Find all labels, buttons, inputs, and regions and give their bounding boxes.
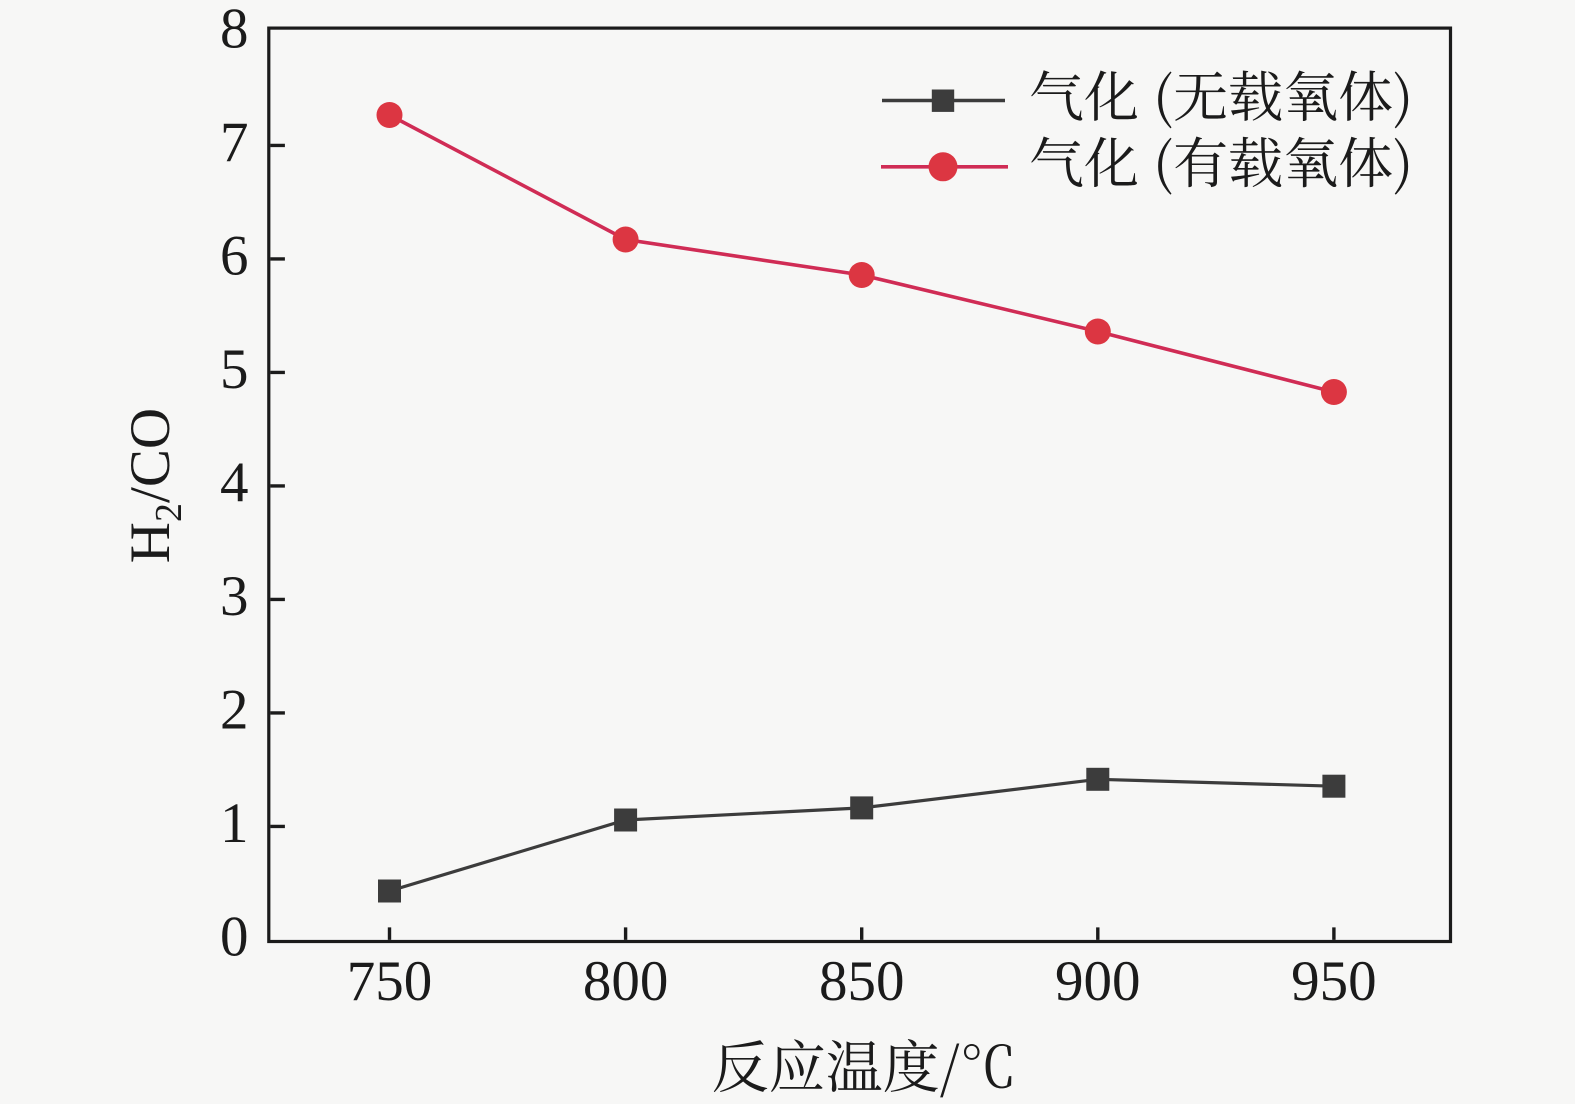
- svg-text:0: 0: [220, 906, 249, 969]
- svg-text:5: 5: [220, 338, 249, 401]
- svg-text:3: 3: [220, 565, 249, 628]
- svg-text:800: 800: [583, 950, 669, 1013]
- svg-text:6: 6: [220, 225, 249, 288]
- svg-text:H2/CO: H2/CO: [119, 408, 190, 563]
- svg-text:4: 4: [220, 452, 249, 515]
- svg-text:750: 750: [347, 950, 433, 1013]
- svg-text:7: 7: [220, 111, 249, 174]
- svg-text:8: 8: [220, 0, 249, 61]
- svg-text:2: 2: [220, 679, 249, 742]
- svg-text:1: 1: [220, 792, 249, 855]
- svg-text:900: 900: [1055, 950, 1141, 1013]
- svg-text:950: 950: [1291, 950, 1377, 1013]
- svg-text:850: 850: [819, 950, 905, 1013]
